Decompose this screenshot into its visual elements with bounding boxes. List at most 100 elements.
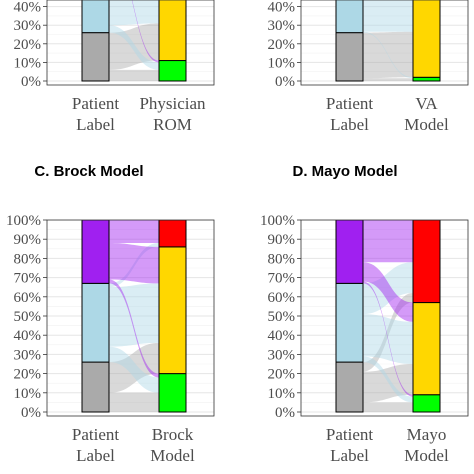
x-axis-label: Label xyxy=(76,446,115,465)
y-tick-label: 70% xyxy=(268,271,296,287)
flow-early-to-high xyxy=(363,262,413,315)
panel-title-d: D. Mayo Model xyxy=(292,163,397,180)
stratum-right-intermediate xyxy=(412,0,441,78)
stratum-left-benign xyxy=(335,361,364,413)
stratum-right-high xyxy=(158,220,187,248)
stratum-left-late xyxy=(81,220,110,284)
y-tick-label: 40% xyxy=(14,328,42,344)
y-tick-label: 10% xyxy=(14,55,42,71)
y-tick-label: 40% xyxy=(14,0,42,16)
y-tick-label: 10% xyxy=(14,386,42,402)
y-tick-label: 0% xyxy=(275,74,295,90)
panel-a: 0% 10% 20% 30% 40% Patient Label Physician ROM xyxy=(14,0,215,134)
x-axis-label: Mayo xyxy=(407,425,447,444)
y-tick-label: 0% xyxy=(21,405,41,421)
y-tick-label: 40% xyxy=(268,328,296,344)
y-tick-label: 20% xyxy=(268,37,296,53)
flow-early-to-intermediate xyxy=(109,283,159,347)
x-axis-label: Model xyxy=(150,446,195,465)
plot-area-c xyxy=(47,220,214,413)
plot-area-a xyxy=(47,0,214,82)
y-tick-label: 20% xyxy=(14,37,42,53)
flow-benign-to-intermediate xyxy=(109,23,159,70)
y-tick-label: 80% xyxy=(14,251,42,267)
x-axis-label: Model xyxy=(404,446,449,465)
flow-benign-to-low xyxy=(363,402,413,412)
stratum-left-late xyxy=(335,220,364,284)
y-tick-label: 30% xyxy=(268,18,296,34)
panel-border xyxy=(300,0,469,86)
flow-benign-to-intermediate xyxy=(109,342,159,393)
flow-benign-to-low xyxy=(363,78,413,81)
x-axis-label: Patient xyxy=(326,425,373,444)
stratum-left-benign xyxy=(81,361,110,413)
panel-title-c: C. Brock Model xyxy=(34,163,143,180)
y-tick-label: 80% xyxy=(268,251,296,267)
x-axis-label: Brock xyxy=(152,425,194,444)
plot-area-d xyxy=(301,220,468,413)
y-tick-label: 30% xyxy=(14,18,42,34)
panel-d: 0% 10% 20% 30% 40% 50% 60% 70% 80% 90% 100% Patient… xyxy=(260,163,469,465)
y-tick-label: 20% xyxy=(14,367,42,383)
x-axis-label: Patient xyxy=(72,94,119,113)
x-axis-label: Patient xyxy=(326,94,373,113)
stratum-left-early xyxy=(335,0,364,34)
y-tick-label: 0% xyxy=(275,405,295,421)
x-axis-label: Label xyxy=(330,115,369,134)
panel-b: 0% 10% 20% 30% 40% Patient Label VA Model xyxy=(268,0,469,134)
y-tick-label: 40% xyxy=(268,0,296,16)
stratum-left-early xyxy=(81,0,110,34)
y-tick-label: 0% xyxy=(21,74,41,90)
flow-early-to-low xyxy=(363,31,413,79)
y-tick-label: 10% xyxy=(268,386,296,402)
flow-benign-to-low xyxy=(109,69,159,81)
y-tick-label: 60% xyxy=(268,290,296,306)
y-tick-label: 70% xyxy=(14,271,42,287)
x-axis-label: Physician xyxy=(139,94,206,113)
x-axis-label: Label xyxy=(330,446,369,465)
y-tick-label: 90% xyxy=(14,232,42,248)
stratum-right-intermediate xyxy=(158,0,187,62)
flow-benign-to-low xyxy=(109,392,159,412)
x-axis-label: VA xyxy=(415,94,438,113)
flow-early-to-low xyxy=(109,346,159,393)
x-axis-label: Patient xyxy=(72,425,119,444)
x-axis-label: Model xyxy=(404,115,449,134)
panel-border xyxy=(300,219,469,417)
flow-early-to-intermediate xyxy=(363,314,413,364)
stratum-right-intermediate xyxy=(412,302,441,396)
stratum-right-low xyxy=(158,373,187,413)
flow-late-to-intermediate xyxy=(109,243,159,284)
y-tick-label: 50% xyxy=(14,309,42,325)
flow-late-to-low xyxy=(109,279,159,378)
y-tick-label: 10% xyxy=(268,55,296,71)
flow-late-to-low xyxy=(363,281,413,397)
stratum-right-low xyxy=(412,394,441,413)
stratum-right-intermediate xyxy=(158,246,187,375)
flow-early-to-low xyxy=(363,356,413,403)
x-axis-label: Label xyxy=(76,115,115,134)
y-tick-label: 100% xyxy=(260,213,295,229)
stratum-left-benign xyxy=(81,32,110,82)
flow-early-to-high xyxy=(109,243,159,288)
stratum-left-early xyxy=(335,282,364,363)
y-tick-label: 50% xyxy=(268,309,296,325)
stratum-left-benign xyxy=(335,32,364,82)
flow-early-to-low xyxy=(109,25,159,70)
y-tick-label: 30% xyxy=(14,347,42,363)
flow-benign-to-high xyxy=(363,292,413,372)
plot-area-b xyxy=(301,0,468,82)
stratum-right-high xyxy=(412,220,441,304)
y-tick-label: 60% xyxy=(14,290,42,306)
stratum-left-early xyxy=(81,282,110,363)
stratum-right-low xyxy=(412,76,441,82)
flow-late-to-high xyxy=(363,220,413,263)
panel-border xyxy=(46,219,215,417)
y-tick-label: 20% xyxy=(268,367,296,383)
flow-late-to-intermediate xyxy=(363,262,413,322)
stratum-right-low xyxy=(158,60,187,82)
y-tick-label: 30% xyxy=(268,347,296,363)
flow-late-to-high xyxy=(109,220,159,244)
flow-benign-to-intermediate xyxy=(363,31,413,79)
